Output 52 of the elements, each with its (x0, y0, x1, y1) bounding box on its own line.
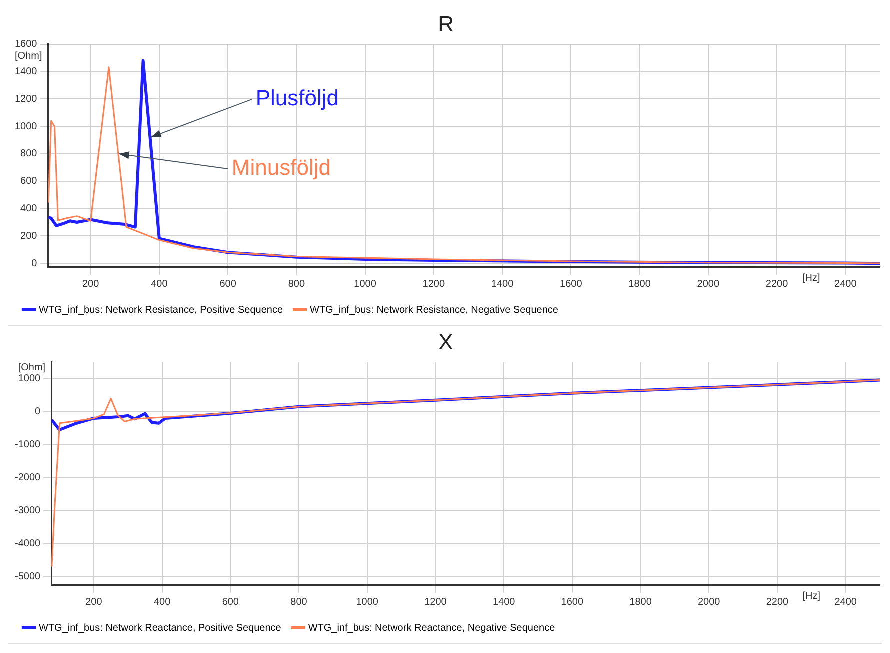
annotation: Plusföljd (256, 86, 339, 111)
x-tick-label: 2400 (834, 278, 858, 290)
legend-label: WTG_inf_bus: Network Resistance, Positive Sequence (39, 304, 284, 316)
y-tick-label: 800 (20, 148, 38, 160)
x-tick-label: 600 (220, 278, 237, 290)
x-tick-label: 1600 (560, 278, 583, 290)
y-tick-label: -5000 (15, 572, 42, 583)
x-tick-label: 400 (151, 278, 168, 290)
y-axis-title: [Ohm] (18, 362, 46, 374)
x-tick-label: 1800 (628, 278, 652, 290)
x-tick-label: 800 (288, 278, 306, 290)
x-tick-label: 2200 (766, 278, 789, 290)
y-tick-label: 1200 (14, 94, 38, 105)
x-axis-title: [Hz] (802, 590, 821, 602)
legend-label: WTG_inf_bus: Network Resistance, Negative Sequence (310, 304, 559, 316)
y-tick-label: 0 (32, 258, 38, 270)
x-tick-label: 1800 (630, 596, 652, 608)
x-tick-label: 1000 (356, 596, 379, 608)
y-tick-label: 1400 (14, 66, 38, 78)
x-tick-label: 1200 (424, 596, 448, 608)
x-tick-label: 400 (154, 596, 172, 608)
x-tick-label: 800 (290, 596, 308, 608)
x-tick-label: 600 (222, 596, 240, 608)
x-tick-label: 1000 (354, 278, 377, 290)
chart-title: X (438, 329, 454, 354)
y-tick-label: -2000 (15, 472, 42, 484)
x-tick-label: 1200 (422, 278, 446, 290)
y-tick-label: 1000 (14, 121, 38, 132)
y-tick-label: 0 (35, 406, 42, 418)
x-tick-label: 200 (86, 596, 103, 608)
y-tick-label: -1000 (15, 440, 42, 451)
y-tick-label: 200 (20, 230, 38, 242)
legend-label: WTG_inf_bus: Network Reactance, Negative Sequence (308, 622, 556, 634)
x-axis-title: [Hz] (802, 272, 820, 284)
chart-title: R (438, 11, 454, 36)
x-tick-label: 1600 (561, 596, 584, 608)
y-tick-label: 1600 (14, 39, 38, 50)
y-tick-label: -3000 (15, 506, 42, 517)
x-tick-label: 2200 (766, 596, 790, 608)
legend-label: WTG_inf_bus: Network Reactance, Positive Sequence (39, 622, 282, 634)
y-tick-label: 1000 (18, 374, 42, 385)
y-tick-label: 600 (20, 176, 38, 188)
annotation: Minusföljd (232, 155, 331, 180)
x-tick-label: 1400 (491, 278, 514, 290)
y-tick-label: 400 (20, 204, 38, 215)
x-tick-label: 2000 (698, 596, 721, 608)
x-tick-label: 2400 (834, 596, 858, 608)
x-tick-label: 200 (82, 278, 100, 290)
y-axis-title: [Ohm] (15, 51, 42, 62)
y-tick-label: -4000 (15, 538, 42, 550)
x-tick-label: 2000 (697, 278, 720, 290)
x-tick-label: 1400 (492, 596, 516, 608)
